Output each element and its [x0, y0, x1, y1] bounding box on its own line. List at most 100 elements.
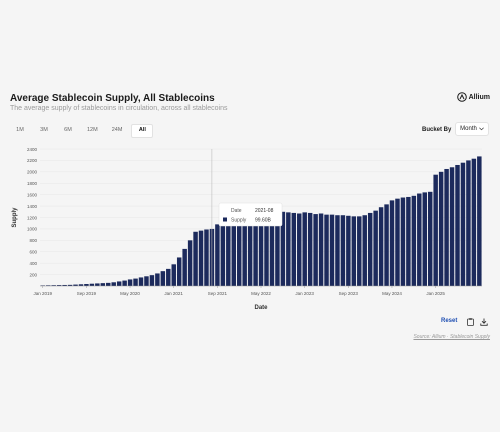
- bar: [427, 191, 433, 286]
- y-tick-label: 800: [29, 238, 37, 243]
- bar: [215, 224, 220, 286]
- tooltip-series-value: 99.60B: [255, 218, 272, 224]
- bucket-label: Bucket By: [422, 127, 452, 133]
- bar: [362, 215, 367, 286]
- y-tick-label: 1800: [27, 181, 38, 186]
- chart-subtitle: The average supply of stablecoins in cir…: [10, 105, 228, 112]
- x-tick-label: Sep 2023: [339, 291, 359, 296]
- bar: [258, 221, 264, 286]
- y-tick-label: 2400: [27, 147, 38, 152]
- x-tick-label: Jan 2025: [426, 291, 445, 296]
- x-tick-label: Jan 2021: [164, 291, 183, 296]
- y-tick-label: 1400: [27, 204, 38, 209]
- bar: [302, 212, 307, 286]
- bar: [155, 273, 160, 286]
- bar: [231, 222, 237, 286]
- bar: [444, 168, 449, 286]
- bar: [133, 278, 138, 286]
- x-tick-label: Jan 2023: [295, 291, 314, 296]
- bar: [395, 198, 400, 286]
- bar: [138, 277, 144, 286]
- source-link[interactable]: Source: Allium · Stablecoin Supply: [413, 334, 490, 340]
- tooltip-box: [218, 202, 283, 227]
- bar: [236, 221, 242, 286]
- x-axis-title: Date: [254, 305, 268, 311]
- bar: [449, 167, 455, 286]
- bar: [149, 275, 155, 286]
- bar: [100, 283, 106, 286]
- bar: [166, 268, 171, 286]
- bar: [253, 221, 258, 286]
- reset-button[interactable]: Reset: [441, 318, 458, 324]
- bar: [204, 229, 209, 286]
- x-tick-label: May 2020: [120, 291, 140, 296]
- chart-title: Average Stablecoin Supply, All Stablecoi…: [10, 93, 215, 104]
- chevron-down-icon: [479, 127, 484, 131]
- tooltip-swatch: [223, 217, 227, 222]
- bar: [329, 214, 335, 286]
- bar: [318, 213, 324, 286]
- clipboard-icon[interactable]: [467, 318, 474, 326]
- bar: [160, 271, 166, 286]
- bar: [455, 164, 460, 286]
- bar: [477, 156, 482, 286]
- y-tick-label: 200: [29, 272, 37, 277]
- y-tick-label: 1200: [27, 215, 38, 220]
- bar: [122, 280, 127, 286]
- y-tick-label: 400: [29, 261, 37, 266]
- bar: [182, 248, 187, 286]
- bar: [411, 195, 417, 286]
- download-icon[interactable]: [480, 318, 488, 326]
- bar: [89, 283, 95, 286]
- bar: [307, 212, 313, 286]
- x-tick-label: Sep 2021: [208, 291, 228, 296]
- tooltip-date-value: 2021-08: [255, 208, 274, 214]
- range-button-24m[interactable]: 24M: [111, 127, 123, 133]
- bar: [73, 284, 78, 286]
- bar: [226, 222, 231, 286]
- bar: [242, 221, 247, 286]
- bar: [335, 215, 340, 286]
- range-button-1m[interactable]: 1M: [16, 127, 24, 133]
- bar: [417, 193, 422, 286]
- bar: [384, 204, 389, 286]
- brand-name: Allium: [468, 93, 490, 101]
- bar: [367, 212, 373, 286]
- brand: Allium: [456, 92, 490, 102]
- bar: [40, 285, 46, 286]
- range-button-12m[interactable]: 12M: [87, 127, 98, 133]
- tooltip-series-label: Supply: [231, 218, 247, 224]
- bar: [438, 171, 444, 286]
- y-tick-label: 1600: [27, 192, 38, 197]
- bar: [460, 162, 466, 286]
- y-axis-title: Supply: [12, 207, 18, 228]
- bucket-select[interactable]: Month: [455, 122, 489, 136]
- x-tick-label: Sep 2019: [77, 291, 97, 296]
- bar: [171, 264, 176, 286]
- y-tick-label: 1000: [27, 227, 38, 232]
- tooltip: Date 2021-08 Supply 99.60B: [218, 202, 283, 227]
- bar: [275, 221, 280, 286]
- bar: [378, 207, 384, 286]
- range-button-all[interactable]: All: [131, 124, 154, 138]
- bar: [106, 282, 111, 286]
- bar: [198, 230, 204, 286]
- bar: [269, 221, 275, 286]
- bar: [340, 215, 346, 286]
- supply-chart[interactable]: 200 400 600 800 1000 1200 1400 1600 1800 2000 2200…: [0, 140, 500, 315]
- bar: [193, 231, 198, 286]
- bar: [373, 210, 378, 286]
- bar: [46, 285, 51, 286]
- y-tick-label: 600: [29, 250, 37, 255]
- bar: [176, 257, 182, 286]
- bar: [357, 216, 362, 286]
- x-tick-label: May 2024: [382, 291, 402, 296]
- bar: [127, 279, 133, 286]
- bar: [144, 276, 149, 286]
- bar: [351, 216, 357, 286]
- bar: [247, 221, 253, 286]
- range-button-3m[interactable]: 3M: [40, 127, 48, 133]
- bar: [67, 284, 73, 286]
- range-button-6m[interactable]: 6M: [64, 127, 72, 133]
